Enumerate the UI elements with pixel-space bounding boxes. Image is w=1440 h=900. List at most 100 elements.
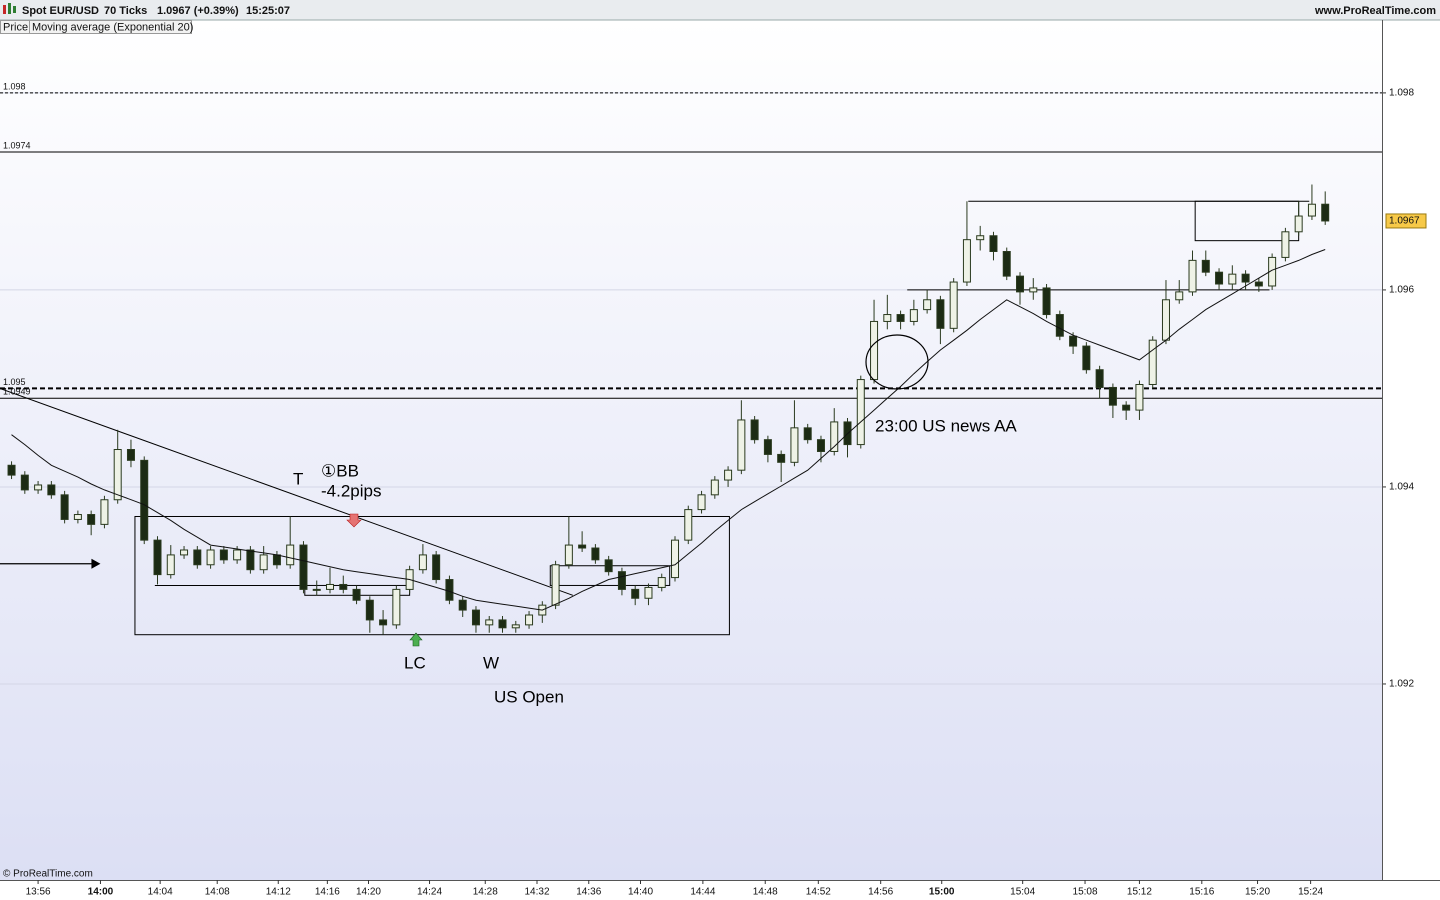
- candle-body: [432, 554, 441, 581]
- candle-body: [551, 564, 560, 606]
- candle-body: [870, 320, 879, 381]
- candle-body: [657, 577, 666, 588]
- candle-body: [1175, 291, 1184, 301]
- candle-body: [498, 619, 507, 629]
- x-tick-label: 15:08: [1073, 887, 1098, 898]
- x-tick-label: 14:44: [690, 887, 715, 898]
- plot: 1.098 1.096 1.094 1.092 13:56 14:00 14:04 14:08…: [0, 20, 1440, 898]
- price-level-label: 1.095: [3, 377, 26, 387]
- candle-body: [1069, 335, 1078, 347]
- candle-body: [458, 599, 467, 611]
- candle-body: [631, 588, 640, 599]
- candle-body: [1188, 259, 1197, 293]
- candle-body: [445, 579, 454, 601]
- annotation: -4.2pips: [321, 481, 381, 500]
- symbol-icon: [13, 6, 16, 13]
- candle-body: [896, 314, 905, 322]
- y-tick-label: 1.098: [1389, 88, 1414, 99]
- quote: 1.0967 (+0.39%): [157, 5, 239, 17]
- last-price-tag: [1385, 213, 1427, 229]
- symbol-icon: [3, 5, 6, 14]
- candle-body: [604, 559, 613, 573]
- candle-body: [883, 314, 892, 322]
- y-tick-label: 1.094: [1389, 482, 1414, 493]
- plot-background: [0, 20, 1382, 880]
- candle-body: [1082, 345, 1091, 371]
- candle-body: [803, 427, 812, 441]
- candle-body: [193, 549, 202, 566]
- candle-body: [1042, 287, 1051, 316]
- candle-body: [923, 299, 932, 311]
- candle-body: [259, 554, 268, 571]
- annotation: US Open: [494, 687, 564, 706]
- candle-body: [644, 586, 653, 599]
- candle-body: [233, 549, 242, 561]
- price-level-label: 1.0974: [3, 140, 31, 150]
- x-tick-label: 14:24: [417, 887, 442, 898]
- candle-body: [830, 421, 839, 452]
- candle-body: [1161, 299, 1170, 341]
- header-bar: [0, 0, 1440, 20]
- candle-body: [763, 439, 772, 455]
- ema-line: [11, 249, 1326, 611]
- x-tick-label: 14:28: [473, 887, 498, 898]
- x-tick-label: 15:20: [1245, 887, 1270, 898]
- candle-body: [418, 554, 427, 571]
- candle-body: [1241, 273, 1250, 283]
- candle-body: [1148, 339, 1157, 385]
- candle-body: [180, 549, 189, 556]
- annotation: W: [483, 653, 499, 672]
- candle-body: [816, 439, 825, 452]
- footer: © ProRealTime.com: [3, 869, 93, 880]
- price-level-label: 1.0949: [3, 387, 31, 397]
- candle-body: [166, 554, 175, 576]
- candle-body: [591, 547, 600, 561]
- candle-body: [87, 514, 96, 525]
- time: 15:25:07: [246, 5, 290, 17]
- x-tick-label: 14:08: [205, 887, 230, 898]
- candle-body: [936, 299, 945, 329]
- candle-body: [617, 571, 626, 590]
- candle-body: [511, 624, 520, 629]
- candle-body: [909, 309, 918, 322]
- candle-body: [485, 619, 494, 626]
- x-tick-label: 14:40: [628, 887, 653, 898]
- candle-body: [949, 281, 958, 329]
- candle-body: [1228, 273, 1237, 285]
- buy-marker: [409, 632, 423, 647]
- candle-body: [113, 449, 122, 501]
- candle-body: [856, 379, 865, 446]
- sell-marker: [346, 513, 362, 528]
- candle-body: [365, 599, 374, 621]
- site: www.ProRealTime.com: [1314, 5, 1436, 17]
- candle-body: [100, 499, 109, 525]
- candle-body: [790, 427, 799, 463]
- x-tick-label: 14:04: [148, 887, 173, 898]
- candle-body: [339, 583, 348, 590]
- candle-body: [73, 514, 82, 520]
- candle-body: [1201, 259, 1210, 273]
- candle-body: [326, 583, 335, 590]
- candle-body: [710, 479, 719, 496]
- candle-body: [206, 549, 215, 566]
- candle-body: [219, 549, 228, 561]
- candle-body: [976, 235, 985, 241]
- candle-body: [286, 544, 295, 566]
- x-tick-label: 14:36: [576, 887, 601, 898]
- candle-body: [1307, 203, 1316, 217]
- annotation: LC: [404, 653, 426, 672]
- x-tick-label: 14:48: [753, 887, 778, 898]
- candle-body: [60, 494, 69, 520]
- price-level-label: 1.098: [3, 81, 26, 91]
- candle-body: [1016, 275, 1025, 293]
- candle-body: [312, 588, 321, 591]
- arrow-head: [91, 558, 101, 569]
- candle-body: [7, 464, 16, 476]
- range-box: [134, 515, 730, 636]
- x-tick-label: 15:24: [1298, 887, 1323, 898]
- candle-body: [962, 239, 971, 283]
- candle-body: [1254, 281, 1263, 287]
- candle-body: [246, 549, 255, 571]
- candle-body: [47, 484, 56, 496]
